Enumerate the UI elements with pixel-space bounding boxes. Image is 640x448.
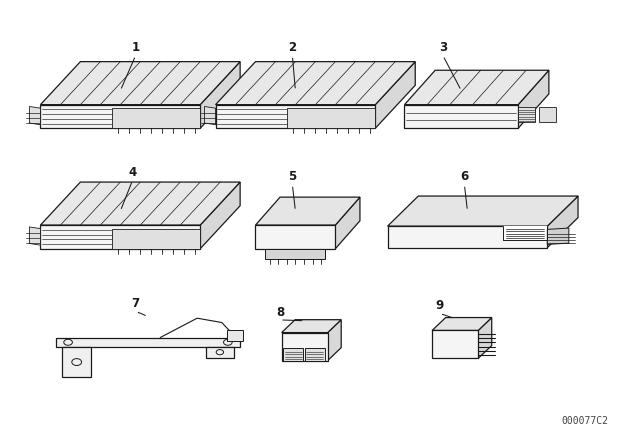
Polygon shape [404, 70, 549, 105]
Polygon shape [284, 348, 303, 361]
Polygon shape [539, 107, 556, 122]
Polygon shape [335, 197, 360, 249]
Polygon shape [328, 320, 341, 361]
Polygon shape [388, 196, 578, 226]
Polygon shape [40, 105, 200, 128]
Polygon shape [56, 337, 240, 347]
Polygon shape [547, 196, 578, 248]
Polygon shape [375, 62, 415, 128]
Polygon shape [216, 62, 415, 105]
Polygon shape [29, 227, 40, 245]
Text: 8: 8 [276, 306, 284, 319]
Polygon shape [200, 62, 240, 128]
Polygon shape [62, 347, 92, 377]
Polygon shape [282, 332, 328, 361]
Polygon shape [432, 318, 492, 331]
Polygon shape [282, 320, 341, 332]
Text: 9: 9 [436, 299, 444, 312]
Polygon shape [255, 225, 335, 249]
Polygon shape [205, 107, 216, 125]
Polygon shape [547, 228, 569, 245]
Polygon shape [388, 226, 547, 248]
Polygon shape [404, 105, 518, 128]
Text: 5: 5 [288, 170, 296, 183]
Polygon shape [518, 70, 549, 128]
Polygon shape [227, 330, 243, 340]
Polygon shape [206, 347, 234, 358]
Text: 4: 4 [129, 166, 137, 179]
Polygon shape [255, 197, 360, 225]
Polygon shape [478, 318, 492, 358]
Polygon shape [113, 108, 200, 128]
Text: 7: 7 [132, 297, 140, 310]
Polygon shape [40, 62, 240, 105]
Text: 000077C2: 000077C2 [562, 416, 609, 426]
Polygon shape [266, 249, 325, 259]
Text: 3: 3 [439, 41, 447, 54]
Polygon shape [518, 107, 535, 122]
Polygon shape [40, 182, 240, 225]
Polygon shape [40, 225, 200, 249]
Polygon shape [216, 105, 375, 128]
Polygon shape [432, 331, 478, 358]
Polygon shape [287, 108, 375, 128]
Polygon shape [29, 107, 40, 125]
Text: 1: 1 [132, 41, 140, 54]
Polygon shape [305, 348, 324, 361]
Polygon shape [200, 182, 240, 249]
Polygon shape [113, 228, 200, 249]
Polygon shape [502, 226, 547, 240]
Text: 2: 2 [288, 41, 296, 54]
Text: 6: 6 [460, 170, 468, 183]
